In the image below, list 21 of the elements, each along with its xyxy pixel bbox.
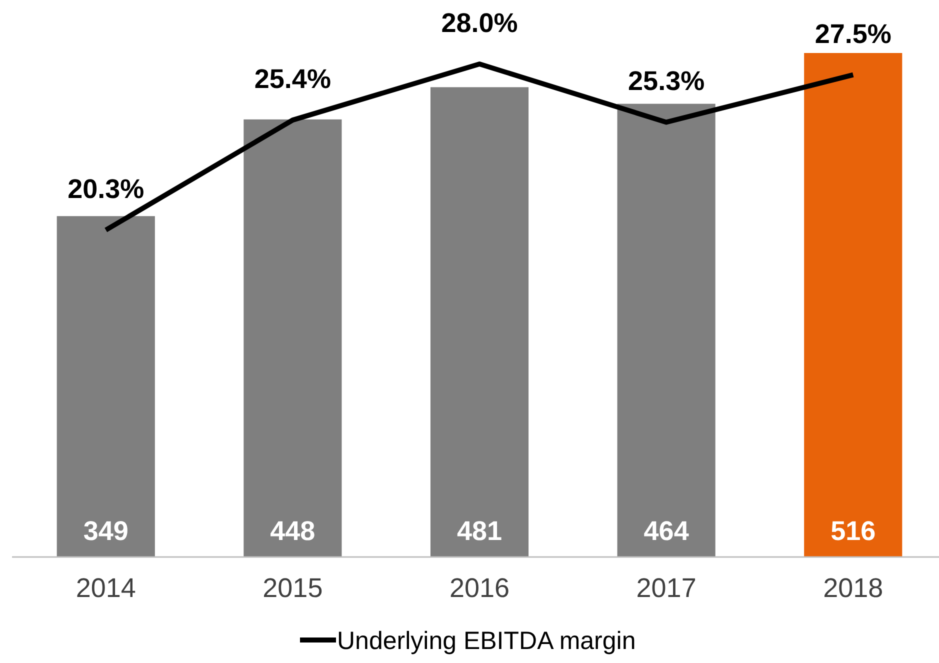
legend-label: Underlying EBITDA margin — [337, 627, 636, 655]
data-label: 481 — [456, 516, 502, 546]
x-tick-label: 2014 — [76, 573, 136, 603]
data-label: 25.4% — [254, 64, 331, 94]
bar — [430, 87, 529, 557]
data-label: 464 — [644, 516, 689, 546]
bar — [804, 53, 902, 557]
data-label: 516 — [830, 516, 876, 546]
data-label: 28.0% — [441, 8, 518, 38]
bar — [244, 119, 342, 557]
data-label: 27.5% — [814, 18, 892, 49]
x-tick-label: 2016 — [449, 573, 510, 603]
x-tick-label: 2017 — [636, 573, 696, 603]
data-label: 349 — [83, 516, 128, 546]
x-tick-label: 2018 — [823, 573, 884, 603]
x-tick-label: 2015 — [262, 573, 323, 603]
data-label: 448 — [270, 516, 316, 546]
data-label: 20.3% — [68, 174, 144, 204]
data-label: 25.3% — [628, 66, 705, 96]
bar — [617, 104, 716, 557]
bar — [56, 216, 155, 557]
